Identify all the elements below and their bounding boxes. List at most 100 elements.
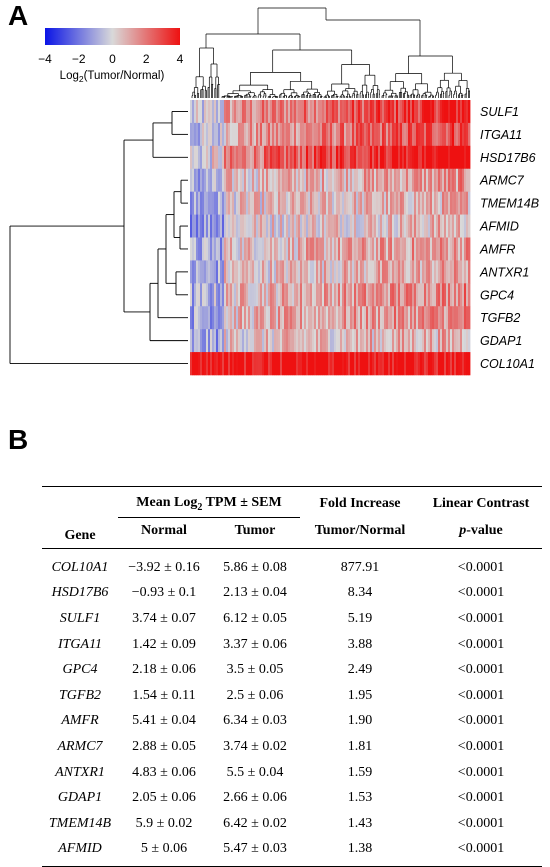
heatmap-cell: [210, 352, 213, 376]
heatmap-cell: [384, 191, 387, 215]
heatmap-cell: [336, 191, 339, 215]
heatmap-cell: [420, 352, 423, 376]
heatmap-cell: [280, 283, 283, 307]
heatmap-cell: [442, 100, 445, 124]
heatmap-cell: [422, 100, 425, 124]
heatmap-cell: [276, 329, 279, 353]
heatmap-cell: [230, 237, 233, 261]
heatmap-cell: [352, 122, 355, 147]
heatmap-cell: [332, 100, 335, 124]
heatmap-cell: [288, 122, 291, 147]
heatmap-cell: [342, 145, 345, 170]
heatmap-cell: [390, 306, 393, 330]
heatmap-cell: [410, 329, 413, 353]
heatmap-cell: [262, 283, 265, 307]
heatmap-cell: [402, 122, 405, 147]
heatmap-cell: [390, 283, 393, 307]
heatmap-cell: [220, 122, 223, 147]
heatmap-cell: [366, 168, 369, 192]
heatmap-cell: [414, 122, 417, 147]
heatmap-cell: [444, 237, 447, 261]
heatmap-cell: [328, 352, 331, 376]
heatmap-cell: [266, 214, 269, 238]
heatmap-cell: [206, 214, 209, 238]
heatmap-cell: [452, 145, 455, 170]
heatmap-cell: [276, 145, 279, 170]
heatmap-cell: [232, 329, 235, 353]
heatmap-cell: [326, 306, 329, 330]
heatmap-cell: [430, 329, 433, 353]
heatmap-cell: [356, 237, 359, 261]
heatmap-cell: [408, 145, 411, 170]
heatmap-cell: [254, 214, 257, 238]
heatmap-cell: [198, 100, 201, 124]
heatmap-cell: [412, 237, 415, 261]
heatmap-cell: [190, 283, 193, 307]
heatmap-cell: [288, 306, 291, 330]
heatmap-cell: [318, 237, 321, 261]
heatmap-cell: [312, 329, 315, 353]
heatmap-cell: [448, 214, 451, 238]
heatmap-cell: [230, 283, 233, 307]
heatmap-cell: [384, 168, 387, 192]
heatmap-cell: [262, 214, 265, 238]
heatmap-cell: [398, 237, 401, 261]
heatmap-cell: [468, 122, 471, 147]
heatmap-cell: [356, 168, 359, 192]
heatmap-cell: [294, 237, 297, 261]
heatmap-cell: [284, 122, 287, 147]
heatmap-cell: [296, 237, 299, 261]
heatmap-cell: [378, 260, 381, 284]
column-dendrogram: [191, 7, 470, 98]
heatmap-cell: [228, 306, 231, 330]
heatmap-cell: [388, 191, 391, 215]
heatmap-cell: [390, 168, 393, 192]
heatmap-cell: [248, 168, 251, 192]
heatmap-cell: [444, 191, 447, 215]
heatmap-cell: [306, 283, 309, 307]
table-row: GPC4 2.18 ± 0.06 3.5 ± 0.05 2.49 <0.0001: [42, 657, 542, 683]
heatmap-cell: [226, 168, 229, 192]
gene-cell: GPC4: [62, 662, 98, 678]
heatmap-cell: [256, 237, 259, 261]
heatmap-cell: [220, 329, 223, 353]
heatmap-cell: [346, 237, 349, 261]
heatmap-cell: [344, 260, 347, 284]
heatmap-cell: [258, 352, 261, 376]
heatmap-cell: [404, 352, 407, 376]
heatmap-cell: [384, 283, 387, 307]
table-body: COL10A1 −3.92 ± 0.16 5.86 ± 0.08 877.91 <0.0…: [42, 549, 542, 867]
heatmap-cell: [234, 122, 237, 147]
heatmap-cell: [232, 306, 235, 330]
heatmap-cell: [438, 122, 441, 147]
heatmap-cell: [436, 237, 439, 261]
header-fold-top: Fold Increase: [319, 496, 401, 512]
header-contrast-top: Linear Contrast: [432, 496, 530, 512]
heatmap-cell: [200, 352, 203, 376]
heatmap-cell: [390, 237, 393, 261]
heatmap-cell: [334, 100, 337, 124]
heatmap-cell: [278, 352, 281, 376]
heatmap-cell: [406, 168, 409, 192]
heatmap-cell: [398, 352, 401, 376]
heatmap-cell: [250, 100, 253, 124]
heatmap-cell: [302, 100, 305, 124]
heatmap-cell: [414, 214, 417, 238]
heatmap-cell: [464, 191, 467, 215]
heatmap-cell: [452, 260, 455, 284]
heatmap-cell: [260, 237, 263, 261]
heatmap-cell: [242, 306, 245, 330]
heatmap-cell: [452, 168, 455, 192]
heatmap-cell: [368, 306, 371, 330]
heatmap-cell: [244, 306, 247, 330]
heatmap-cell: [432, 122, 435, 147]
heatmap-cell: [294, 352, 297, 376]
heatmap-cell: [244, 100, 247, 124]
heatmap-cell: [202, 122, 205, 147]
heatmap-cell: [356, 214, 359, 238]
heatmap-cell: [270, 260, 273, 284]
heatmap-cell: [204, 260, 207, 284]
heatmap-cell: [212, 237, 215, 261]
heatmap-cell: [360, 237, 363, 261]
heatmap-cell: [448, 100, 451, 124]
